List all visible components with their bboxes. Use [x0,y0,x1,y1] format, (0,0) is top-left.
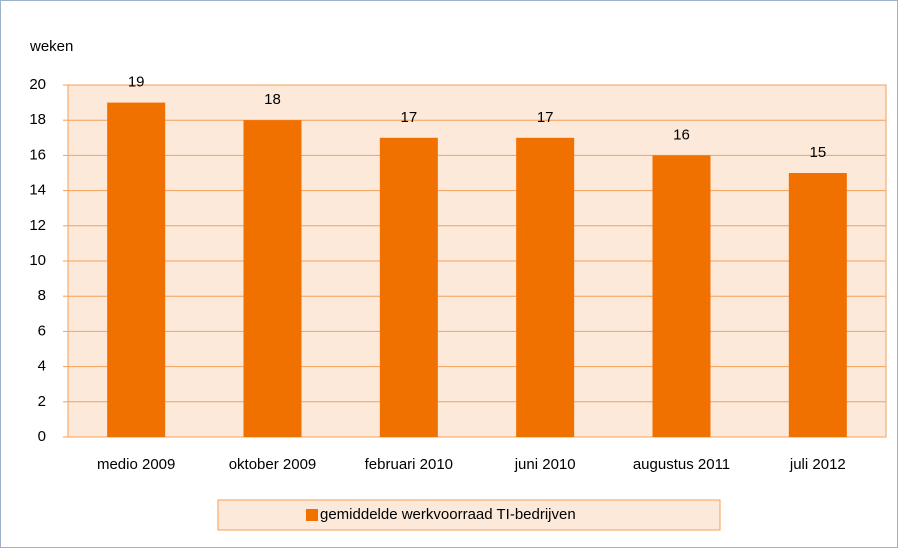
legend-label: gemiddelde werkvoorraad TI-bedrijven [320,506,576,523]
y-tick-label: 20 [29,76,46,93]
bar [379,137,438,438]
bar [107,102,166,437]
y-tick-label: 12 [29,217,46,234]
data-label: 15 [809,144,826,161]
y-tick-label: 16 [29,146,46,163]
data-label: 19 [128,74,145,91]
legend-swatch [306,509,318,521]
x-tick-label: medio 2009 [97,456,175,473]
x-tick-label: oktober 2009 [229,456,317,473]
data-label: 17 [537,109,554,126]
bar [243,120,302,437]
bar [788,173,847,437]
legend [217,499,721,531]
y-tick-label: 8 [38,287,46,304]
y-tick-label: 0 [38,428,46,445]
bar [652,155,711,437]
x-tick-label: augustus 2011 [633,456,730,473]
y-tick-label: 2 [38,393,46,410]
y-tick-label: 18 [29,111,46,128]
x-tick-label: juli 2012 [789,456,846,473]
data-label: 16 [673,126,690,143]
y-tick-label: 14 [29,182,46,199]
bar [516,137,575,438]
data-label: 17 [400,109,417,126]
y-tick-label: 4 [38,358,46,375]
y-tick-label: 6 [38,322,46,339]
data-label: 18 [264,91,281,108]
y-tick-label: 10 [29,252,46,269]
x-tick-label: februari 2010 [365,456,453,473]
x-tick-label: juni 2010 [514,456,576,473]
y-axis-label: weken [29,38,73,55]
